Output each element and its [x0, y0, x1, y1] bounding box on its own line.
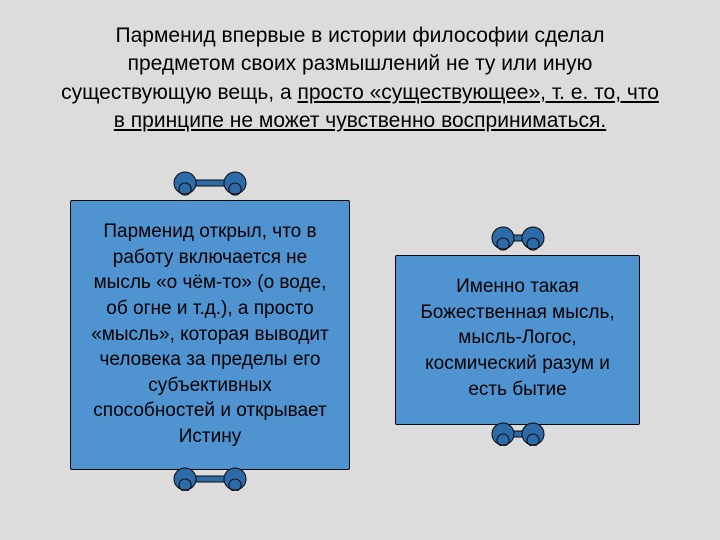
scroll-rod-bottom-icon: [488, 414, 548, 454]
scroll-left-text: Парменид открыл, что в работу включается…: [91, 221, 329, 447]
heading-paragraph: Парменид впервые в истории философии сде…: [60, 22, 660, 135]
scroll-right-text: Именно такая Божественная мысль, мысль-Л…: [420, 276, 614, 400]
scroll-rod-top-icon: [170, 171, 250, 211]
scroll-rod-top-icon: [488, 226, 548, 266]
scroll-rod-bottom-icon: [170, 459, 250, 499]
slide: Парменид впервые в истории философии сде…: [0, 0, 720, 540]
scroll-left: Парменид открыл, что в работу включается…: [70, 200, 350, 470]
scroll-right: Именно такая Божественная мысль, мысль-Л…: [395, 255, 640, 425]
